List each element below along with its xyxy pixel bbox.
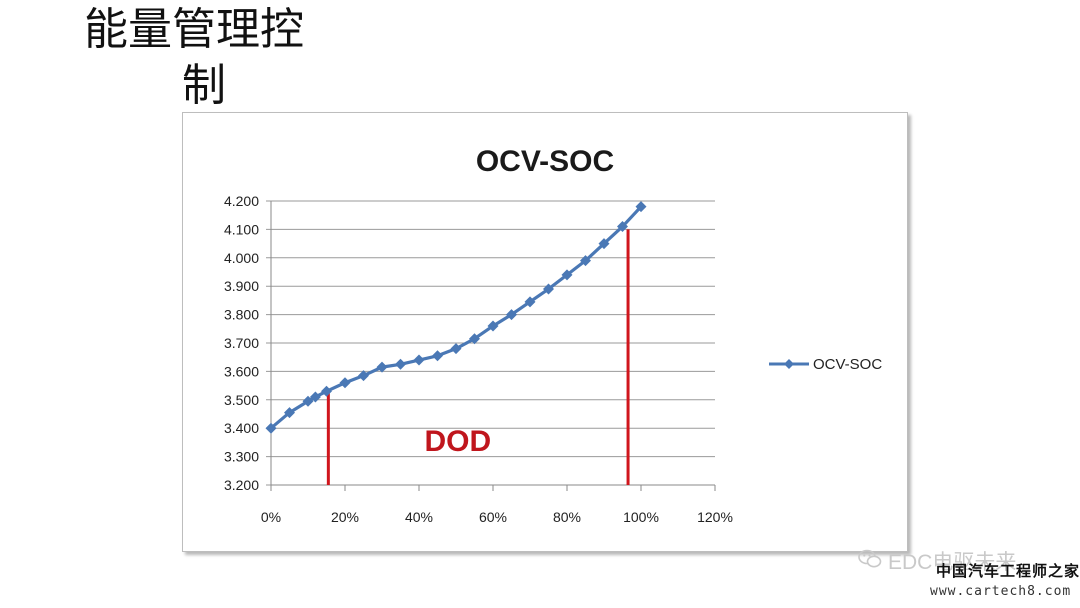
data-point-marker bbox=[284, 407, 295, 419]
legend: OCV-SOC bbox=[769, 356, 882, 373]
data-point-marker bbox=[413, 354, 425, 366]
data-point-marker bbox=[635, 201, 647, 213]
dod-label: DOD bbox=[425, 425, 492, 458]
chart-title: OCV-SOC bbox=[476, 145, 614, 178]
y-tick-label: 3.900 bbox=[224, 278, 259, 294]
slide-title-line-2: 制 bbox=[182, 60, 226, 111]
legend-label: OCV-SOC bbox=[813, 356, 882, 373]
data-point-marker bbox=[358, 370, 369, 382]
x-tick-label: 20% bbox=[331, 509, 359, 525]
ocv-soc-chart: 4.200 4.100 4.000 3.900 3.800 3.700 3.600 3.500… bbox=[224, 145, 882, 525]
y-tick-label: 3.400 bbox=[224, 420, 259, 436]
annotation-layer bbox=[326, 229, 630, 485]
y-tick-label: 3.300 bbox=[224, 449, 259, 465]
data-point-marker bbox=[543, 283, 554, 295]
slide-title-line-1: 能量管理控 bbox=[84, 4, 304, 55]
watermark-account: EDC电驱未来 bbox=[888, 551, 1017, 574]
x-tick-label: 100% bbox=[623, 509, 659, 525]
text-layer: 4.200 4.100 4.000 3.900 3.800 3.700 3.600 3.500… bbox=[224, 145, 733, 525]
series-line-ocv-soc bbox=[269, 205, 643, 430]
x-tick-label: 80% bbox=[553, 509, 581, 525]
legend-marker bbox=[784, 359, 794, 369]
y-tick-label: 3.200 bbox=[224, 477, 259, 493]
y-tick-label: 4.200 bbox=[224, 193, 259, 209]
y-tick-label: 3.600 bbox=[224, 363, 259, 379]
data-point-marker bbox=[309, 391, 321, 403]
y-tick-label: 3.800 bbox=[224, 307, 259, 323]
data-point-marker bbox=[321, 385, 332, 397]
chart-frame: 4.200 4.100 4.000 3.900 3.800 3.700 3.600 3.500… bbox=[182, 112, 908, 552]
data-point-marker bbox=[432, 350, 443, 362]
y-tick-label: 4.100 bbox=[224, 221, 259, 237]
data-point-marker bbox=[302, 395, 314, 407]
data-point-marker bbox=[506, 309, 517, 321]
data-point-marker bbox=[617, 221, 628, 233]
watermark-site-name: 中国汽车工程师之家 bbox=[936, 562, 1080, 580]
data-point-marker bbox=[265, 422, 277, 434]
x-tick-label: 120% bbox=[697, 509, 733, 525]
y-tick-label: 3.700 bbox=[224, 335, 259, 351]
data-point-marker bbox=[487, 320, 499, 332]
data-point-marker bbox=[524, 296, 536, 308]
watermark-url: www.cartech8.com bbox=[930, 584, 1072, 599]
x-tick-label: 40% bbox=[405, 509, 433, 525]
x-tick-label: 0% bbox=[261, 509, 281, 525]
data-point-marker bbox=[450, 343, 462, 355]
y-tick-label: 3.500 bbox=[224, 392, 259, 408]
data-point-marker bbox=[376, 361, 388, 373]
data-point-marker bbox=[395, 358, 406, 370]
wechat-icon bbox=[858, 549, 882, 568]
axis-layer bbox=[270, 201, 716, 491]
data-point-marker bbox=[580, 255, 591, 267]
x-tick-label: 60% bbox=[479, 509, 507, 525]
data-point-marker bbox=[561, 269, 573, 281]
y-tick-label: 4.000 bbox=[224, 250, 259, 266]
data-point-marker bbox=[598, 238, 610, 250]
data-point-marker bbox=[469, 333, 480, 345]
data-point-marker bbox=[339, 377, 351, 389]
slide-title: 能量管理控 制 bbox=[84, 2, 344, 114]
series-layer bbox=[265, 201, 647, 434]
